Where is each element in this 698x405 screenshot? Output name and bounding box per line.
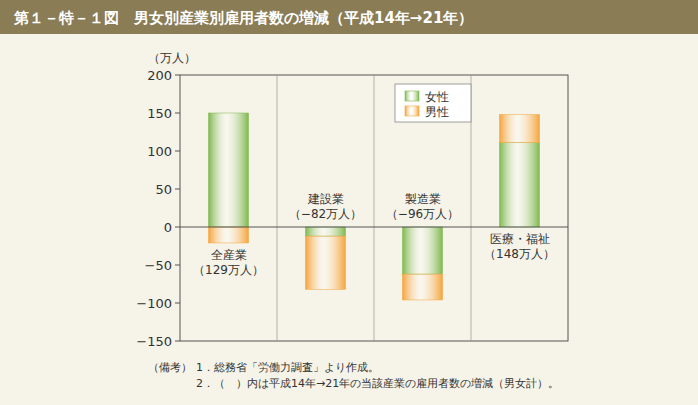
legend-label: 男性: [425, 105, 449, 119]
total-label: （−82万人）: [289, 207, 362, 221]
notes-label: （備考）: [148, 361, 192, 374]
legend-box: [395, 84, 471, 122]
bar-segment: [500, 115, 540, 143]
y-axis-label: （万人）: [148, 51, 196, 65]
note: 1．総務省「労働力調査」より作成。: [196, 361, 379, 374]
category-divider: [374, 75, 375, 341]
y-tick: [175, 227, 180, 228]
y-tick-label: −150: [136, 334, 172, 349]
title: 第１－特－１図 男女別産業別雇用者数の増減（平成14年→21年）: [13, 9, 473, 27]
y-tick-label: −50: [145, 258, 172, 273]
y-tick-label: 50: [155, 182, 172, 197]
category-divider: [277, 75, 278, 341]
category-label: 製造業: [405, 192, 441, 206]
y-tick-label: 150: [147, 106, 172, 121]
y-tick: [175, 265, 180, 266]
legend-swatch: [405, 106, 419, 116]
bar-segment: [306, 236, 346, 289]
bar-segment: [403, 227, 443, 274]
y-tick-label: 100: [147, 144, 172, 159]
bar-segment: [209, 113, 249, 227]
y-tick-label: −100: [136, 296, 172, 311]
bar-segment: [500, 143, 540, 227]
y-tick-label: 0: [164, 220, 172, 235]
plot-frame: [180, 75, 568, 341]
title-bar: [0, 0, 698, 34]
note: 2．（ ）内は平成14年→21年の当該産業の雇用者数の増減（男女計）。: [196, 377, 559, 390]
y-tick: [175, 189, 180, 190]
y-tick: [175, 75, 180, 76]
y-tick: [175, 341, 180, 342]
bar-segment: [306, 227, 346, 236]
y-tick: [175, 151, 180, 152]
category-label: 全産業: [211, 248, 247, 262]
chart: 第１－特－１図 男女別産業別雇用者数の増減（平成14年→21年） −150 −100…: [0, 0, 698, 405]
bar-segment: [403, 274, 443, 300]
bar-segment: [209, 227, 249, 243]
y-tick: [175, 113, 180, 114]
total-label: （148万人）: [484, 247, 555, 261]
total-label: （129万人）: [193, 263, 264, 277]
total-label: （−96万人）: [386, 207, 459, 221]
legend-swatch: [405, 91, 419, 101]
category-label: 建設業: [307, 192, 344, 206]
category-label: 医療・福祉: [490, 232, 550, 246]
y-tick: [175, 303, 180, 304]
zero-line: [180, 227, 568, 228]
y-tick-label: 200: [147, 68, 172, 83]
legend-label: 女性: [425, 90, 449, 104]
